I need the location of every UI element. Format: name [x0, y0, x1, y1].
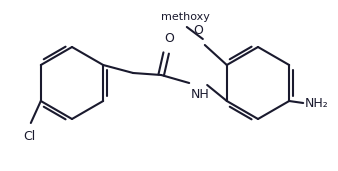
Text: NH: NH	[191, 88, 210, 101]
Text: O: O	[193, 24, 203, 37]
Text: NH₂: NH₂	[305, 96, 329, 109]
Text: methoxy: methoxy	[161, 12, 210, 22]
Text: Cl: Cl	[24, 130, 36, 143]
Text: O: O	[164, 32, 174, 45]
